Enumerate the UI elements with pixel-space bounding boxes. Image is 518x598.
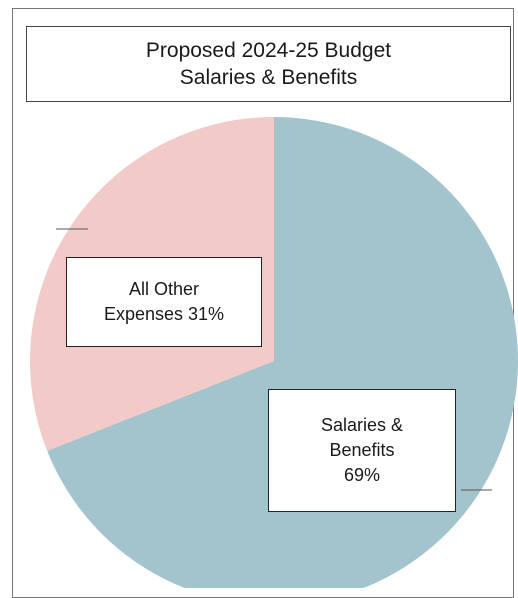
label-salaries-line-3: 69% [343, 465, 381, 485]
chart-title-line-1: Proposed 2024-25 Budget [145, 39, 392, 62]
chart-title-line-2: Salaries & Benefits [179, 66, 358, 89]
label-other-line-2: Expenses 31% [103, 304, 225, 324]
data-label-salaries-benefits: Salaries & Benefits 69% [268, 389, 456, 512]
data-label-all-other-expenses: All Other Expenses 31% [66, 257, 262, 347]
label-other-line-1: All Other [128, 279, 200, 299]
label-salaries-line-1: Salaries & [320, 415, 404, 435]
chart-title-box: Proposed 2024-25 Budget Salaries & Benef… [26, 26, 511, 102]
label-salaries-line-2: Benefits [329, 440, 395, 460]
